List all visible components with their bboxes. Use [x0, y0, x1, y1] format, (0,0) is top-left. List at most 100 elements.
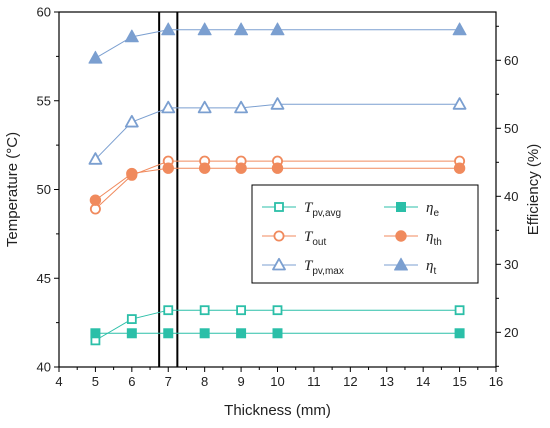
data-point-eta_t-6: [124, 29, 139, 43]
y-left-tick-label-45: 45: [37, 271, 51, 286]
series-eta_t: [88, 22, 467, 64]
data-point-tpv_max-15: [452, 97, 467, 110]
x-tick-label-4: 4: [55, 374, 62, 389]
y-left-tick-label-60: 60: [37, 5, 51, 20]
legend-label-main: T: [304, 200, 314, 216]
x-tick-label-7: 7: [165, 374, 172, 389]
legend-box: [251, 184, 479, 284]
y-left-tick-label-50: 50: [37, 182, 51, 197]
data-point-eta_t-10: [270, 22, 285, 36]
legend-label-sub: th: [433, 237, 441, 248]
x-tick-label-8: 8: [201, 374, 208, 389]
data-point-tpv_max-5: [88, 152, 103, 165]
y-right-tick-label-50: 50: [504, 121, 518, 136]
legend-label-eta_t: ηt: [426, 258, 436, 277]
data-point-eta_e-9: [236, 328, 247, 339]
data-point-eta_e-8: [199, 328, 210, 339]
data-point-tpv_max-9: [234, 100, 248, 114]
legend-label-sub: out: [312, 237, 326, 248]
x-axis-label: Thickness (mm): [224, 402, 331, 419]
legend-item-eta_t: ηt: [384, 257, 436, 277]
x-tick-label-16: 16: [489, 374, 503, 389]
legend-marker-tpv_avg: [274, 202, 284, 212]
x-tick-label-15: 15: [452, 374, 466, 389]
data-point-tpv_avg-7: [163, 305, 174, 316]
data-point-eta_t-8: [197, 22, 212, 36]
data-point-eta_th-6: [126, 167, 138, 180]
legend-label-eta_th: ηth: [426, 229, 442, 248]
data-point-eta_e-5: [90, 328, 101, 339]
legend-label-tpv_max: Tpv,max: [304, 258, 344, 277]
y-left-tick-label-40: 40: [37, 360, 51, 375]
legend-label-tout: Tout: [304, 229, 326, 248]
data-point-tpv_max-7: [161, 100, 176, 114]
series-eta_th: [89, 162, 466, 206]
x-tick-label-12: 12: [343, 374, 357, 389]
legend-item-tout: Tout: [262, 229, 326, 248]
legend-label-main: η: [426, 258, 433, 274]
y-axis-label-left: Temperature (°C): [4, 132, 21, 247]
data-point-eta_th-5: [89, 194, 102, 206]
legend-marker-eta_th: [395, 230, 407, 242]
data-point-tpv_avg-6: [126, 314, 137, 324]
y-right-tick-label-30: 30: [504, 257, 518, 272]
y-right-tick-label-20: 20: [504, 325, 518, 340]
legend-label-tpv_avg: Tpv,avg: [304, 200, 341, 219]
legend-item-eta_e: ηe: [384, 200, 439, 219]
x-tick-label-9: 9: [237, 374, 244, 389]
data-point-tpv_avg-9: [236, 305, 246, 316]
series-tpv_avg: [90, 305, 465, 346]
data-point-eta_th-10: [271, 162, 284, 174]
data-point-eta_t-15: [452, 22, 467, 36]
x-tick-label-11: 11: [307, 374, 321, 389]
series-tpv_max: [88, 97, 467, 165]
x-tick-label-6: 6: [128, 374, 135, 389]
legend-label-main: η: [426, 200, 433, 216]
y-right-tick-label-40: 40: [504, 189, 518, 204]
y-right-tick-label-60: 60: [504, 53, 518, 68]
data-point-eta_t-7: [161, 22, 176, 36]
data-point-eta_th-9: [235, 162, 247, 174]
data-point-tpv_max-10: [270, 97, 285, 110]
data-point-eta_th-8: [198, 162, 211, 174]
data-point-tpv_max-6: [124, 114, 139, 128]
data-point-eta_e-7: [163, 328, 174, 339]
data-point-eta_e-6: [126, 328, 137, 339]
data-point-tpv_avg-8: [199, 305, 210, 316]
data-point-eta_t-9: [234, 22, 249, 36]
legend-label-sub: pv,max: [312, 266, 344, 277]
data-point-tpv_avg-15: [454, 305, 465, 316]
x-tick-label-10: 10: [270, 374, 284, 389]
data-point-tpv_avg-10: [272, 305, 283, 316]
data-point-eta_th-15: [453, 162, 466, 174]
legend-marker-eta_e: [396, 202, 406, 212]
legend-label-main: T: [304, 229, 314, 245]
legend-label-sub: t: [433, 266, 436, 277]
legend-label-sub: e: [433, 208, 439, 219]
x-tick-label-5: 5: [92, 374, 99, 389]
data-layer: [88, 22, 467, 346]
legend-label-sub: pv,avg: [312, 208, 341, 219]
data-point-eta_e-10: [272, 328, 283, 339]
legend-marker-eta_t: [394, 257, 408, 271]
data-point-eta_t-5: [88, 50, 103, 64]
legend-marker-tpv_max: [272, 257, 286, 271]
legend-item-eta_th: ηth: [384, 229, 442, 248]
legend-label-main: η: [426, 229, 433, 245]
y-axis-label-right: Efficiency (%): [525, 144, 542, 235]
legend-item-tpv_avg: Tpv,avg: [262, 200, 341, 219]
data-point-tpv_max-8: [197, 100, 212, 114]
legend-label-main: T: [304, 258, 314, 274]
x-tick-label-14: 14: [416, 374, 430, 389]
data-point-eta_th-7: [162, 162, 174, 174]
x-tick-label-13: 13: [380, 374, 394, 389]
legend-marker-tout: [273, 230, 285, 242]
data-point-eta_e-15: [454, 328, 465, 339]
y-left-tick-label-55: 55: [37, 93, 51, 108]
legend-label-eta_e: ηe: [426, 200, 439, 219]
legend-item-tpv_max: Tpv,max: [262, 257, 344, 277]
series-eta_e: [90, 328, 465, 339]
